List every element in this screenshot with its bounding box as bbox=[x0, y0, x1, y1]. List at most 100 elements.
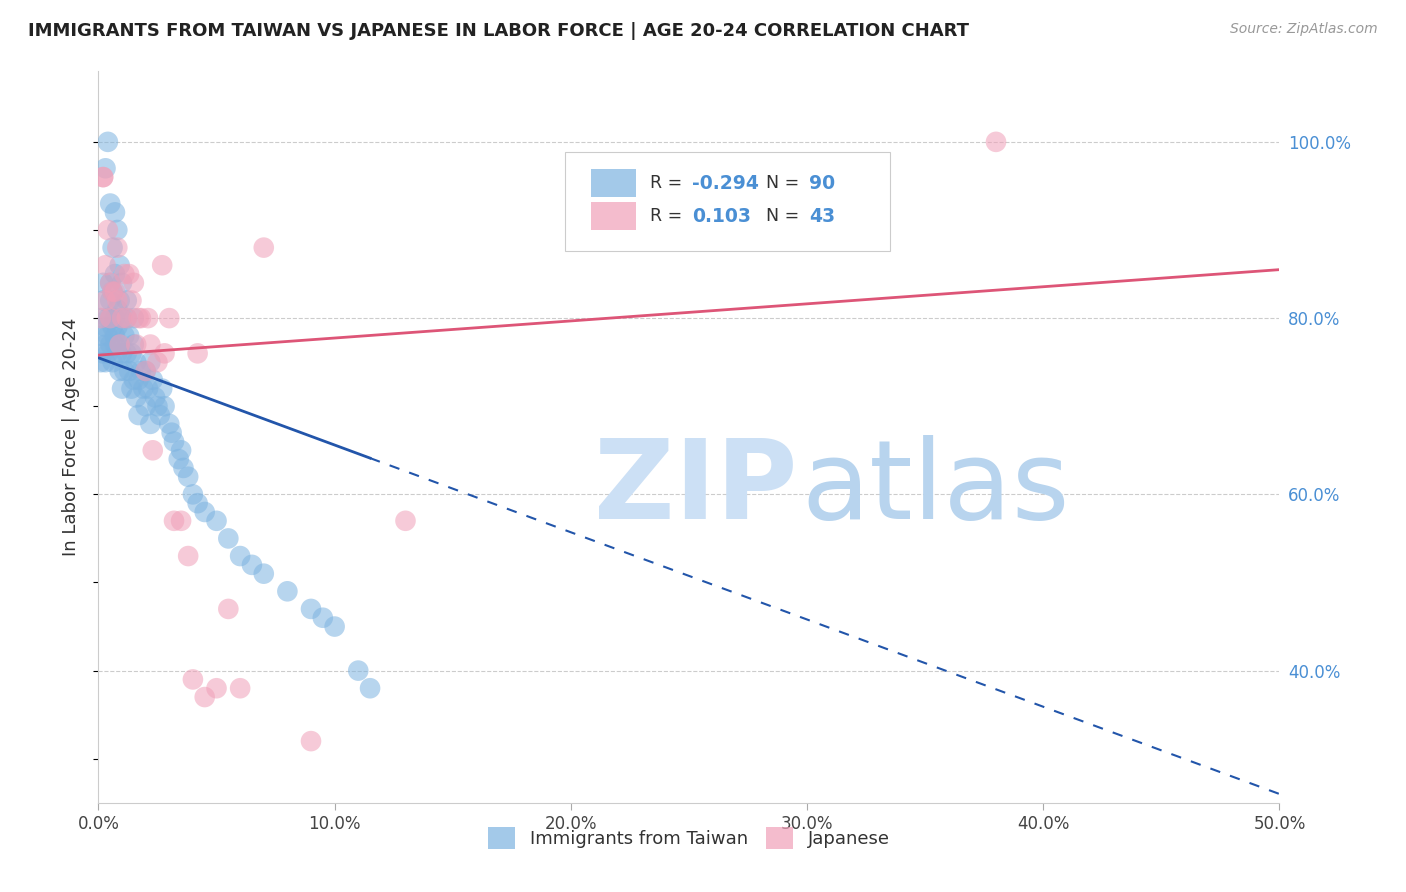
Text: N =: N = bbox=[766, 207, 804, 225]
Point bbox=[129, 364, 152, 378]
Point bbox=[90, 311, 112, 326]
Point bbox=[98, 293, 121, 308]
Point bbox=[139, 417, 162, 431]
Point bbox=[121, 382, 143, 396]
Point bbox=[167, 452, 190, 467]
Point bbox=[163, 514, 186, 528]
Point bbox=[299, 602, 322, 616]
Point bbox=[101, 285, 124, 299]
Point bbox=[98, 311, 121, 326]
Point bbox=[115, 311, 138, 326]
FancyBboxPatch shape bbox=[591, 202, 636, 230]
Point bbox=[94, 320, 117, 334]
Point bbox=[122, 276, 145, 290]
Point bbox=[135, 399, 157, 413]
Y-axis label: In Labor Force | Age 20-24: In Labor Force | Age 20-24 bbox=[62, 318, 80, 557]
Point bbox=[112, 267, 135, 281]
Point bbox=[150, 382, 173, 396]
Point bbox=[118, 267, 141, 281]
Point bbox=[359, 681, 381, 696]
Text: -0.294: -0.294 bbox=[693, 174, 759, 193]
Point bbox=[97, 223, 120, 237]
Point bbox=[276, 584, 298, 599]
Point bbox=[149, 408, 172, 422]
Point bbox=[205, 514, 228, 528]
Point bbox=[118, 364, 141, 378]
Point bbox=[104, 285, 127, 299]
Text: N =: N = bbox=[766, 174, 804, 193]
Point bbox=[108, 293, 131, 308]
Point bbox=[157, 417, 180, 431]
Point bbox=[229, 681, 252, 696]
Text: IMMIGRANTS FROM TAIWAN VS JAPANESE IN LABOR FORCE | AGE 20-24 CORRELATION CHART: IMMIGRANTS FROM TAIWAN VS JAPANESE IN LA… bbox=[28, 22, 969, 40]
Point bbox=[181, 487, 204, 501]
Point bbox=[153, 346, 176, 360]
Point bbox=[217, 602, 239, 616]
Point bbox=[163, 434, 186, 449]
Point bbox=[229, 549, 252, 563]
Point bbox=[111, 382, 134, 396]
Point bbox=[98, 276, 121, 290]
Point bbox=[312, 611, 335, 625]
Point bbox=[94, 293, 117, 308]
Point bbox=[253, 566, 276, 581]
Text: Source: ZipAtlas.com: Source: ZipAtlas.com bbox=[1230, 22, 1378, 37]
Point bbox=[153, 399, 176, 413]
Point bbox=[135, 364, 157, 378]
Point bbox=[128, 408, 150, 422]
Point bbox=[299, 734, 322, 748]
Point bbox=[121, 293, 143, 308]
Point bbox=[104, 267, 127, 281]
Point bbox=[101, 285, 124, 299]
Point bbox=[122, 337, 145, 351]
Point bbox=[91, 170, 114, 185]
Point bbox=[104, 337, 127, 351]
Point bbox=[91, 346, 114, 360]
Point bbox=[136, 382, 159, 396]
Point bbox=[172, 461, 194, 475]
Legend: Immigrants from Taiwan, Japanese: Immigrants from Taiwan, Japanese bbox=[481, 820, 897, 856]
Point bbox=[135, 364, 157, 378]
Point bbox=[187, 496, 209, 510]
Text: 43: 43 bbox=[810, 207, 835, 226]
Point bbox=[104, 205, 127, 219]
Point bbox=[108, 337, 131, 351]
Point bbox=[98, 311, 121, 326]
Text: 0.103: 0.103 bbox=[693, 207, 751, 226]
Point bbox=[91, 170, 114, 185]
Text: ZIP: ZIP bbox=[595, 434, 797, 541]
Point bbox=[97, 311, 120, 326]
Point bbox=[177, 549, 200, 563]
Point bbox=[129, 311, 152, 326]
Point bbox=[142, 443, 165, 458]
Point bbox=[91, 293, 114, 308]
Point bbox=[105, 320, 128, 334]
Point bbox=[111, 346, 134, 360]
Point bbox=[142, 373, 165, 387]
Point bbox=[115, 293, 138, 308]
Point bbox=[157, 311, 180, 326]
Point bbox=[90, 311, 112, 326]
Point bbox=[150, 258, 173, 272]
Point bbox=[181, 673, 204, 687]
Point bbox=[94, 258, 117, 272]
Point bbox=[115, 346, 138, 360]
Point bbox=[115, 311, 138, 326]
Point bbox=[108, 258, 131, 272]
Point bbox=[104, 328, 127, 343]
Text: atlas: atlas bbox=[801, 434, 1070, 541]
Point bbox=[97, 346, 120, 360]
Point bbox=[112, 364, 135, 378]
Point bbox=[122, 373, 145, 387]
Text: 90: 90 bbox=[810, 174, 835, 193]
FancyBboxPatch shape bbox=[565, 152, 890, 251]
Point bbox=[217, 532, 239, 546]
Point bbox=[101, 241, 124, 255]
Point bbox=[170, 514, 193, 528]
Point bbox=[105, 302, 128, 317]
Point bbox=[125, 355, 148, 369]
Point bbox=[112, 328, 135, 343]
Point bbox=[139, 355, 162, 369]
Point bbox=[98, 196, 121, 211]
Point bbox=[122, 311, 145, 326]
